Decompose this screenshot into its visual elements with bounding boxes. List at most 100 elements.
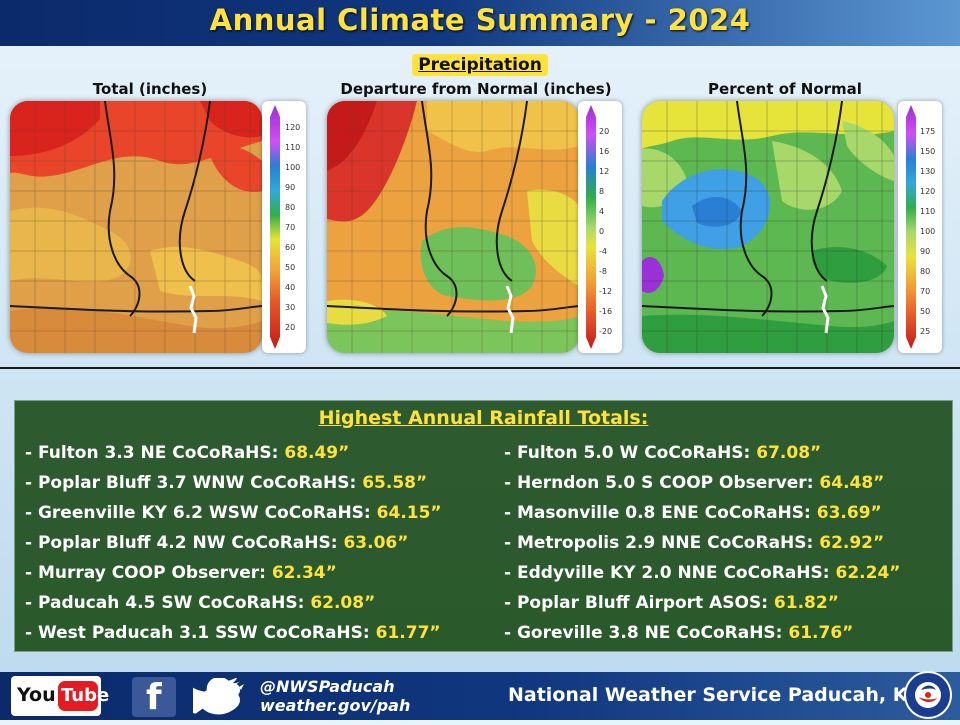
legend-total-tick-6: 60 xyxy=(285,243,295,252)
legend-departure-tick-9: -16 xyxy=(599,307,612,316)
station-name: - Fulton 5.0 W CoCoRaHS: xyxy=(504,443,757,463)
rainfall-value: 61.77” xyxy=(375,623,441,643)
rainfall-value: 64.15” xyxy=(376,503,442,523)
legend-percent-tick-6: 90 xyxy=(920,247,930,256)
list-item: - Paducah 4.5 SW CoCoRaHS: 62.08” xyxy=(25,591,442,621)
legend-departure-tick-6: -4 xyxy=(599,247,607,256)
legend-departure-tick-8: -12 xyxy=(599,287,612,296)
rainfall-value: 62.34” xyxy=(271,563,337,583)
legend-total-tick-4: 80 xyxy=(285,203,295,212)
legend-percent-tick-8: 70 xyxy=(920,287,930,296)
map-departure-from-normal xyxy=(327,101,579,353)
legend-percent-tick-5: 100 xyxy=(920,227,935,236)
legend-total-tick-3: 90 xyxy=(285,183,295,192)
map-title-percent: Percent of Normal xyxy=(708,80,862,98)
rainfall-value: 62.92” xyxy=(819,533,885,553)
station-name: - Poplar Bluff 4.2 NW CoCoRaHS: xyxy=(25,533,344,553)
youtube-link[interactable]: You Tube xyxy=(11,676,109,716)
legend-percent-tick-10: 25 xyxy=(920,327,930,336)
legend-departure-tick-3: 8 xyxy=(599,187,604,196)
station-name: - Poplar Bluff Airport ASOS: xyxy=(504,593,774,613)
office-name: National Weather Service Paducah, KY xyxy=(508,684,922,706)
legend-percent-tick-2: 130 xyxy=(920,167,935,176)
legend-total-tick-0: 120 xyxy=(285,123,300,132)
legend-departure-tick-10: -20 xyxy=(599,327,612,336)
station-name: - Metropolis 2.9 NNE CoCoRaHS: xyxy=(504,533,820,553)
legend-total-tick-2: 100 xyxy=(285,163,300,172)
rainfall-value: 65.58” xyxy=(362,473,428,493)
station-name: - Paducah 4.5 SW CoCoRaHS: xyxy=(25,593,311,613)
list-item: - Poplar Bluff 4.2 NW CoCoRaHS: 63.06” xyxy=(25,531,442,561)
legend-total-tick-8: 40 xyxy=(285,283,295,292)
precipitation-section-label: Precipitation xyxy=(412,54,548,76)
rainfall-left-column: - Fulton 3.3 NE CoCoRaHS: 68.49” - Popla… xyxy=(25,441,442,651)
rainfall-value: 63.69” xyxy=(816,503,882,523)
youtube-icon: Tube xyxy=(58,681,109,711)
list-item: - Masonville 0.8 ENE CoCoRaHS: 63.69” xyxy=(504,501,900,531)
website-link[interactable]: weather.gov/pah xyxy=(260,696,411,715)
youtube-logo-text: You xyxy=(17,684,56,706)
rainfall-totals-panel: Highest Annual Rainfall Totals: - Fulton… xyxy=(14,400,953,652)
list-item: - Fulton 3.3 NE CoCoRaHS: 68.49” xyxy=(25,441,442,471)
station-name: - West Paducah 3.1 SSW CoCoRaHS: xyxy=(25,623,376,643)
station-name: - Masonville 0.8 ENE CoCoRaHS: xyxy=(504,503,817,523)
station-name: - Poplar Bluff 3.7 WNW CoCoRaHS: xyxy=(25,473,363,493)
nws-logo xyxy=(901,670,955,725)
station-name: - Greenville KY 6.2 WSW CoCoRaHS: xyxy=(25,503,377,523)
list-item: - Eddyville KY 2.0 NNE CoCoRaHS: 62.24” xyxy=(504,561,900,591)
rainfall-value: 61.76” xyxy=(788,623,854,643)
facebook-icon[interactable]: f xyxy=(132,677,176,718)
social-handle[interactable]: @NWSPaducah xyxy=(260,677,395,696)
rainfall-value: 67.08” xyxy=(756,443,822,463)
station-name: - Goreville 3.8 NE CoCoRaHS: xyxy=(504,623,789,643)
legend-departure-tick-5: 0 xyxy=(599,227,604,236)
map-title-departure: Departure from Normal (inches) xyxy=(340,80,612,98)
map-total-precip xyxy=(10,101,262,353)
legend-departure-tick-2: 12 xyxy=(599,167,609,176)
rainfall-value: 62.08” xyxy=(310,593,376,613)
list-item: - Herndon 5.0 S COOP Observer: 64.48” xyxy=(504,471,900,501)
rainfall-value: 63.06” xyxy=(343,533,409,553)
list-item: - Fulton 5.0 W CoCoRaHS: 67.08” xyxy=(504,441,900,471)
map-title-total: Total (inches) xyxy=(92,80,208,98)
page-title: Annual Climate Summary - 2024 xyxy=(209,3,751,37)
legend-percent-tick-1: 150 xyxy=(920,147,935,156)
list-item: - Poplar Bluff Airport ASOS: 61.82” xyxy=(504,591,900,621)
rainfall-right-column: - Fulton 5.0 W CoCoRaHS: 67.08” - Herndo… xyxy=(504,441,900,651)
rainfall-totals-title: Highest Annual Rainfall Totals: xyxy=(318,407,649,429)
legend-percent-tick-4: 110 xyxy=(920,207,935,216)
station-name: - Fulton 3.3 NE CoCoRaHS: xyxy=(25,443,285,463)
station-name: - Murray COOP Observer: xyxy=(25,563,272,583)
legend-total-tick-5: 70 xyxy=(285,223,295,232)
rainfall-value: 61.82” xyxy=(773,593,839,613)
station-name: - Eddyville KY 2.0 NNE CoCoRaHS: xyxy=(504,563,836,583)
list-item: - Metropolis 2.9 NNE CoCoRaHS: 62.92” xyxy=(504,531,900,561)
list-item: - Poplar Bluff 3.7 WNW CoCoRaHS: 65.58” xyxy=(25,471,442,501)
section-divider xyxy=(0,367,960,369)
legend-total: 120 110 100 90 80 70 60 50 40 30 20 xyxy=(262,101,306,353)
rainfall-value: 62.24” xyxy=(835,563,901,583)
legend-percent-tick-7: 80 xyxy=(920,267,930,276)
legend-total-tick-1: 110 xyxy=(285,143,300,152)
rainfall-value: 64.48” xyxy=(819,473,885,493)
legend-percent: 175 150 130 120 110 100 90 80 70 50 25 xyxy=(898,101,942,353)
station-name: - Herndon 5.0 S COOP Observer: xyxy=(504,473,820,493)
legend-total-tick-7: 50 xyxy=(285,263,295,272)
legend-total-tick-10: 20 xyxy=(285,323,295,332)
twitter-icon[interactable] xyxy=(181,677,245,723)
map-percent-of-normal xyxy=(642,101,894,353)
legend-departure-tick-7: -8 xyxy=(599,267,607,276)
rainfall-value: 68.49” xyxy=(284,443,350,463)
legend-total-tick-9: 30 xyxy=(285,303,295,312)
legend-percent-tick-3: 120 xyxy=(920,187,935,196)
legend-departure: 20 16 12 8 4 0 -4 -8 -12 -16 -20 xyxy=(578,101,622,353)
list-item: - Murray COOP Observer: 62.34” xyxy=(25,561,442,591)
list-item: - Greenville KY 6.2 WSW CoCoRaHS: 64.15” xyxy=(25,501,442,531)
list-item: - Goreville 3.8 NE CoCoRaHS: 61.76” xyxy=(504,621,900,651)
list-item: - West Paducah 3.1 SSW CoCoRaHS: 61.77” xyxy=(25,621,442,651)
legend-departure-tick-4: 4 xyxy=(599,207,604,216)
legend-departure-tick-1: 16 xyxy=(599,147,609,156)
legend-percent-tick-9: 50 xyxy=(920,307,930,316)
legend-percent-tick-0: 175 xyxy=(920,127,935,136)
legend-departure-tick-0: 20 xyxy=(599,127,609,136)
